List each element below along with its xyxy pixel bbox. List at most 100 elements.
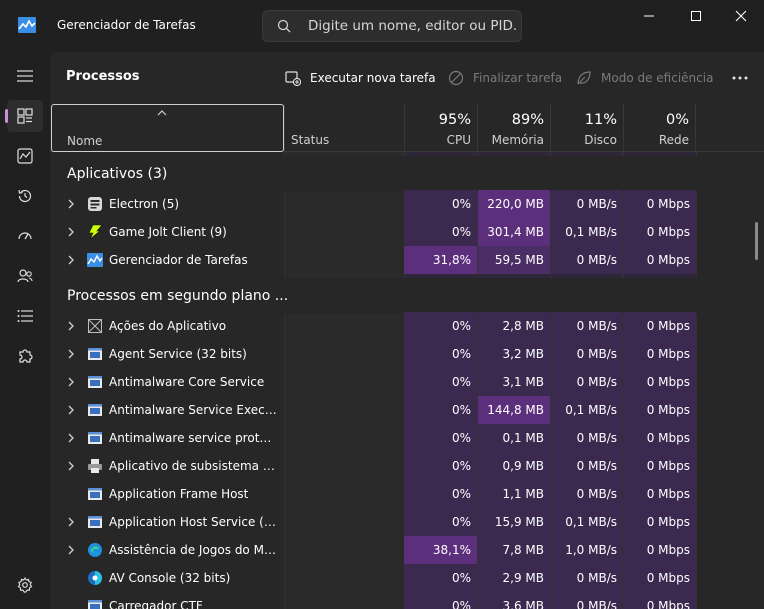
cpu-value: 31,8% (404, 246, 477, 274)
cpu-value: 0% (404, 592, 477, 609)
process-name: Ações do Aplicativo (109, 319, 227, 333)
task-manager-app-icon (18, 17, 36, 33)
disk-column-header[interactable]: 11% Disco (550, 104, 623, 152)
chevron-right-icon[interactable] (66, 377, 76, 387)
chevron-right-icon[interactable] (66, 405, 76, 415)
nav-performance[interactable] (7, 140, 43, 172)
service-window-icon (88, 376, 102, 388)
process-row[interactable]: Antimalware Service Executable 0% 144,8 … (50, 396, 764, 424)
nav-users[interactable] (7, 260, 43, 292)
startup-speedometer-icon (18, 232, 32, 240)
network-value: 0 Mbps (624, 190, 696, 218)
performance-icon (17, 148, 33, 164)
group-header-background: Processos em segundo plano ... (50, 278, 764, 314)
vertical-scrollbar-thumb[interactable] (755, 222, 758, 260)
disk-value: 0 MB/s (551, 246, 623, 274)
process-row[interactable]: Electron (5) 0% 220,0 MB 0 MB/s 0 Mbps (50, 190, 764, 218)
cpu-column-label: CPU (446, 133, 471, 147)
process-row[interactable]: Ações do Aplicativo 0% 2,8 MB 0 MB/s 0 M… (50, 312, 764, 340)
nav-details[interactable] (7, 300, 43, 332)
disk-value: 0 MB/s (551, 480, 623, 508)
gear-icon (17, 577, 33, 593)
status-column-bg (284, 152, 404, 609)
chevron-right-icon[interactable] (66, 255, 76, 265)
memory-value: 0,9 MB (478, 452, 550, 480)
end-task-button[interactable]: Finalizar tarefa (448, 68, 562, 88)
hamburger-menu-button[interactable] (7, 60, 43, 92)
process-row[interactable]: Game Jolt Client (9) 0% 301,4 MB 0,1 MB/… (50, 218, 764, 246)
process-row[interactable]: Carregador CTF 0% 3,6 MB 0 MB/s 0 Mbps (50, 592, 764, 609)
run-new-task-button[interactable]: Executar nova tarefa (285, 68, 436, 88)
process-row[interactable]: Aplicativo de subsistema de s... 0% 0,9 … (50, 452, 764, 480)
av-console-icon (88, 571, 102, 585)
process-row[interactable]: Antimalware Core Service 0% 3,1 MB 0 MB/… (50, 368, 764, 396)
process-row[interactable]: AV Console (32 bits) 0% 2,9 MB 0 MB/s 0 … (50, 564, 764, 592)
network-value: 0 Mbps (624, 312, 696, 340)
process-row[interactable]: Assistência de Jogos do Micro... 38,1% 7… (50, 536, 764, 564)
network-value: 0 Mbps (624, 592, 696, 609)
chevron-right-icon[interactable] (66, 545, 76, 555)
end-task-label: Finalizar tarefa (473, 71, 563, 85)
disk-column-label: Disco (584, 133, 617, 147)
details-list-icon (17, 310, 33, 322)
process-name: Antimalware service protectio... (109, 431, 277, 445)
chevron-right-icon[interactable] (66, 199, 76, 209)
process-row[interactable]: Gerenciador de Tarefas 31,8% 59,5 MB 0 M… (50, 246, 764, 274)
nav-startup-apps[interactable] (7, 220, 43, 252)
network-total-percent: 0% (665, 112, 689, 128)
chevron-right-icon[interactable] (66, 321, 76, 331)
close-button[interactable] (718, 4, 764, 28)
search-box[interactable] (262, 10, 522, 42)
column-divider (696, 152, 697, 609)
chevron-right-icon[interactable] (66, 349, 76, 359)
process-name: Electron (5) (109, 197, 180, 211)
hamburger-icon (17, 70, 33, 82)
chevron-right-icon[interactable] (66, 517, 76, 527)
nav-app-history[interactable] (7, 180, 43, 212)
cpu-column-header[interactable]: 95% CPU (404, 104, 477, 152)
chevron-right-icon[interactable] (66, 433, 76, 443)
nav-processes[interactable] (5, 100, 43, 132)
process-row[interactable]: Antimalware service protectio... 0% 0,1 … (50, 424, 764, 452)
main-panel: Processos Executar nova tarefa Finalizar… (50, 52, 764, 609)
sort-ascending-icon (157, 110, 167, 116)
process-row[interactable]: Application Host Service (32 b... 0% 15,… (50, 508, 764, 536)
network-value: 0 Mbps (624, 340, 696, 368)
nav-services[interactable] (7, 340, 43, 372)
process-row[interactable]: Agent Service (32 bits) 0% 3,2 MB 0 MB/s… (50, 340, 764, 368)
chevron-right-icon[interactable] (66, 461, 76, 471)
maximize-button[interactable] (673, 4, 719, 28)
process-name: Antimalware Core Service (109, 375, 265, 389)
disk-value: 0,1 MB/s (551, 508, 623, 536)
services-puzzle-icon (19, 349, 33, 363)
chevron-right-icon[interactable] (66, 227, 76, 237)
network-column-header[interactable]: 0% Rede (623, 104, 696, 152)
users-icon (17, 269, 33, 283)
cpu-value: 0% (404, 564, 477, 592)
navigation-rail (0, 52, 50, 609)
memory-value: 2,9 MB (478, 564, 550, 592)
memory-column-header[interactable]: 89% Memória (477, 104, 550, 152)
efficiency-mode-button[interactable]: Modo de eficiência (576, 68, 713, 88)
search-input[interactable] (308, 17, 518, 35)
disk-value: 0 MB/s (551, 368, 623, 396)
status-column-header[interactable]: Status (284, 104, 404, 152)
group-title: Processos em segundo plano ... (67, 288, 289, 304)
more-dots-icon (732, 76, 748, 80)
cpu-value: 0% (404, 312, 477, 340)
minimize-icon (644, 15, 654, 17)
nav-settings[interactable] (7, 569, 43, 601)
name-column-header[interactable]: Nome (51, 104, 284, 152)
game-jolt-icon (88, 224, 103, 240)
memory-value: 59,5 MB (478, 246, 550, 274)
cpu-value: 0% (404, 190, 477, 218)
memory-value: 144,8 MB (478, 396, 550, 424)
memory-value: 0,1 MB (478, 424, 550, 452)
more-options-button[interactable] (728, 68, 752, 88)
end-task-icon (448, 70, 464, 86)
service-window-icon (88, 404, 102, 416)
minimize-button[interactable] (626, 4, 672, 28)
process-name: Assistência de Jogos do Micro... (109, 543, 277, 557)
page-title: Processos (66, 69, 140, 84)
process-row[interactable]: Application Frame Host 0% 1,1 MB 0 MB/s … (50, 480, 764, 508)
